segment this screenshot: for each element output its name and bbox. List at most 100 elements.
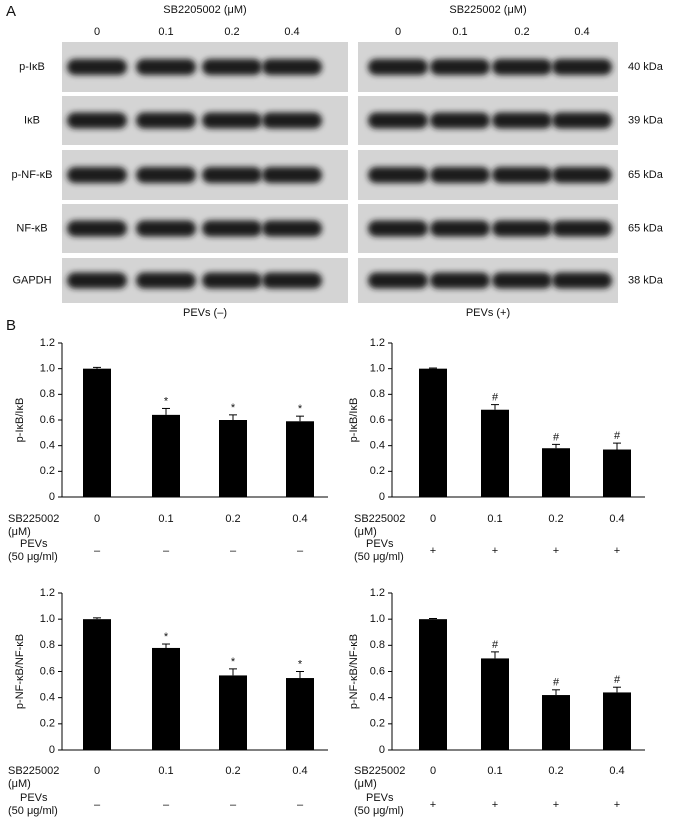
size-label: 65 kDa — [628, 169, 664, 181]
y-tick-label: 0.8 — [370, 388, 385, 400]
x-tick-label: 0.4 — [292, 765, 307, 777]
band — [430, 272, 490, 289]
row-value: – — [297, 799, 304, 811]
y-tick-label: 1.0 — [370, 613, 385, 625]
row-title: PEVs — [20, 792, 48, 804]
y-tick-label: 1.0 — [40, 613, 55, 625]
x-tick-label: 0.4 — [609, 513, 624, 525]
y-tick-label: 0.8 — [40, 639, 55, 651]
x-axis-title: SB225002 — [354, 513, 405, 525]
band — [430, 112, 490, 129]
band — [430, 167, 490, 183]
y-tick-label: 0 — [49, 744, 55, 756]
band — [136, 220, 196, 237]
y-tick-label: 1.2 — [370, 587, 385, 599]
band — [552, 272, 612, 289]
band — [368, 167, 428, 183]
y-tick-label: 0 — [49, 491, 55, 503]
band — [262, 167, 322, 183]
x-axis-title: (μM) — [354, 778, 377, 790]
bar — [419, 619, 447, 750]
row-label: GAPDH — [12, 274, 51, 286]
x-axis-title: (μM) — [8, 526, 31, 538]
x-tick-label: 0 — [430, 513, 436, 525]
band — [202, 167, 262, 183]
y-tick-label: 1.0 — [40, 363, 55, 375]
lane-label: 0.4 — [284, 26, 299, 38]
band — [67, 112, 127, 129]
band — [136, 167, 196, 183]
significance-marker: # — [492, 392, 499, 404]
y-tick-label: 0.4 — [370, 692, 385, 704]
x-tick-label: 0.1 — [158, 513, 173, 525]
x-tick-label: 0.2 — [225, 765, 240, 777]
bar — [83, 368, 111, 497]
y-axis-title: p-IκB/IκB — [14, 398, 26, 443]
band — [136, 59, 196, 75]
x-axis-title: SB225002 — [8, 765, 59, 777]
row-value: + — [430, 799, 436, 811]
lane-label: 0.1 — [452, 26, 467, 38]
band — [202, 112, 262, 129]
bar — [542, 695, 570, 750]
x-tick-label: 0 — [430, 765, 436, 777]
x-tick-label: 0.4 — [292, 513, 307, 525]
significance-marker: * — [298, 658, 303, 670]
size-label: 39 kDa — [628, 114, 664, 126]
row-value: – — [163, 799, 170, 811]
row-label: p-IκB — [19, 61, 45, 73]
y-tick-label: 0.8 — [370, 639, 385, 651]
band — [492, 272, 552, 289]
y-tick-label: 0.4 — [40, 440, 55, 452]
y-tick-label: 1.2 — [370, 337, 385, 349]
row-label: IκB — [24, 114, 40, 126]
row-value: + — [553, 545, 559, 557]
bar — [481, 658, 509, 750]
x-tick-label: 0.2 — [548, 513, 563, 525]
lane-label: 0.1 — [158, 26, 173, 38]
x-tick-label: 0 — [94, 765, 100, 777]
band — [67, 272, 127, 289]
y-tick-label: 0.4 — [40, 692, 55, 704]
row-value: – — [94, 545, 101, 557]
bar — [603, 692, 631, 750]
row-value: + — [492, 799, 498, 811]
band — [552, 112, 612, 129]
panel-label: A — [6, 3, 16, 20]
row-title: PEVs — [366, 792, 394, 804]
x-tick-label: 0 — [94, 513, 100, 525]
lane-label: 0.4 — [574, 26, 589, 38]
band — [202, 272, 262, 289]
size-label: 38 kDa — [628, 274, 664, 286]
bar — [152, 647, 180, 750]
bar — [481, 409, 509, 497]
y-tick-label: 0.2 — [40, 465, 55, 477]
y-tick-label: 1.2 — [40, 587, 55, 599]
row-value: + — [553, 799, 559, 811]
lane-label: 0 — [94, 26, 100, 38]
row-value: – — [163, 545, 170, 557]
row-value: + — [492, 545, 498, 557]
significance-marker: # — [553, 677, 560, 689]
lane-label: 0.2 — [514, 26, 529, 38]
band — [67, 167, 127, 183]
row-value: + — [614, 799, 620, 811]
y-tick-label: 0 — [379, 744, 385, 756]
band — [368, 112, 428, 129]
x-axis-title: SB225002 — [354, 765, 405, 777]
y-axis-title: p-IκB/IκB — [348, 398, 360, 443]
band — [492, 59, 552, 75]
band — [430, 59, 490, 75]
x-axis-title: SB225002 — [8, 513, 59, 525]
y-tick-label: 0.2 — [370, 465, 385, 477]
lane-label: 0 — [395, 26, 401, 38]
y-tick-label: 0.2 — [370, 718, 385, 730]
y-tick-label: 0.6 — [370, 665, 385, 677]
y-tick-label: 0.2 — [40, 718, 55, 730]
band — [67, 59, 127, 75]
bar — [152, 414, 180, 497]
size-label: 40 kDa — [628, 61, 664, 73]
bar — [286, 421, 314, 497]
band — [202, 59, 262, 75]
band — [136, 272, 196, 289]
